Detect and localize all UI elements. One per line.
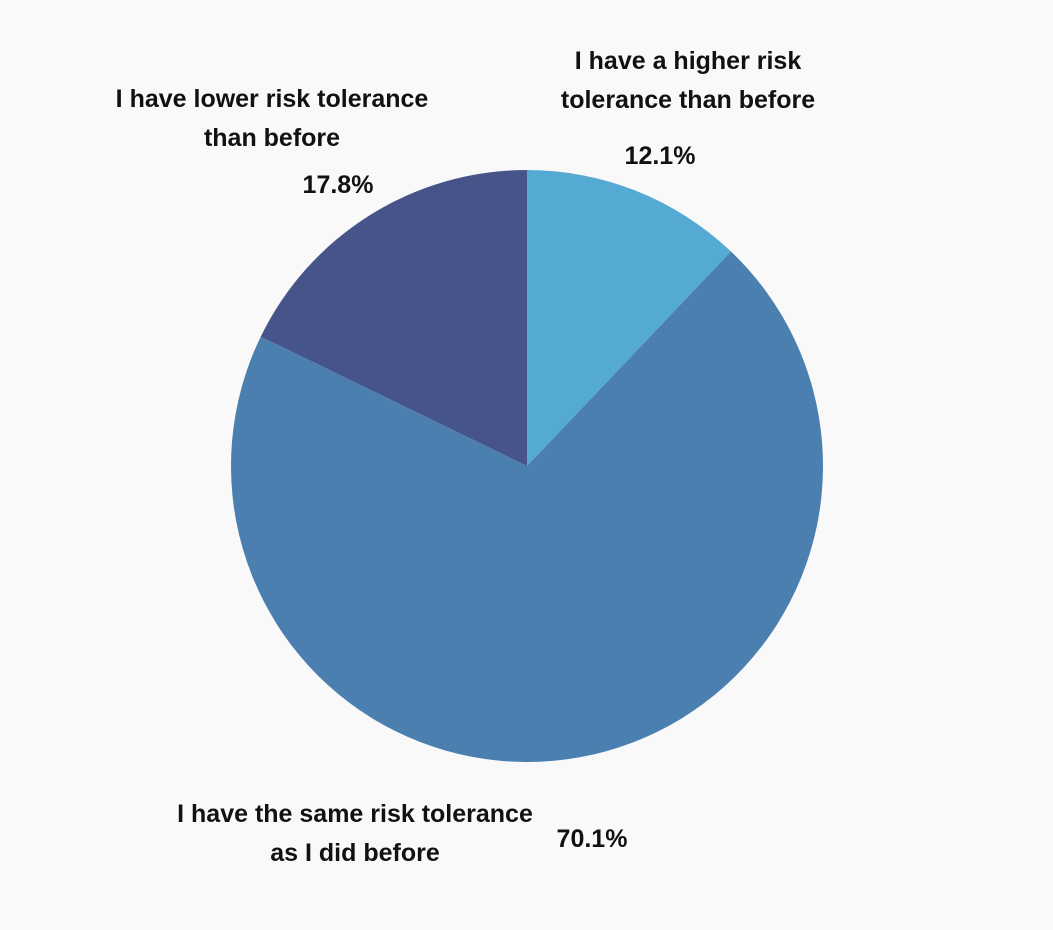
- value-label: 17.8%: [302, 171, 374, 199]
- value-label: 70.1%: [556, 825, 628, 853]
- slice-label: I have the same risk tolerance as I did …: [177, 800, 533, 867]
- slice-label: I have a higher risk tolerance than befo…: [560, 47, 816, 114]
- slice-label: I have lower risk tolerance than before: [115, 85, 429, 152]
- pie-slice: [260, 169, 527, 466]
- pie-slice: [230, 251, 823, 763]
- value-label: 12.1%: [624, 142, 696, 170]
- pie-slice: [527, 170, 731, 466]
